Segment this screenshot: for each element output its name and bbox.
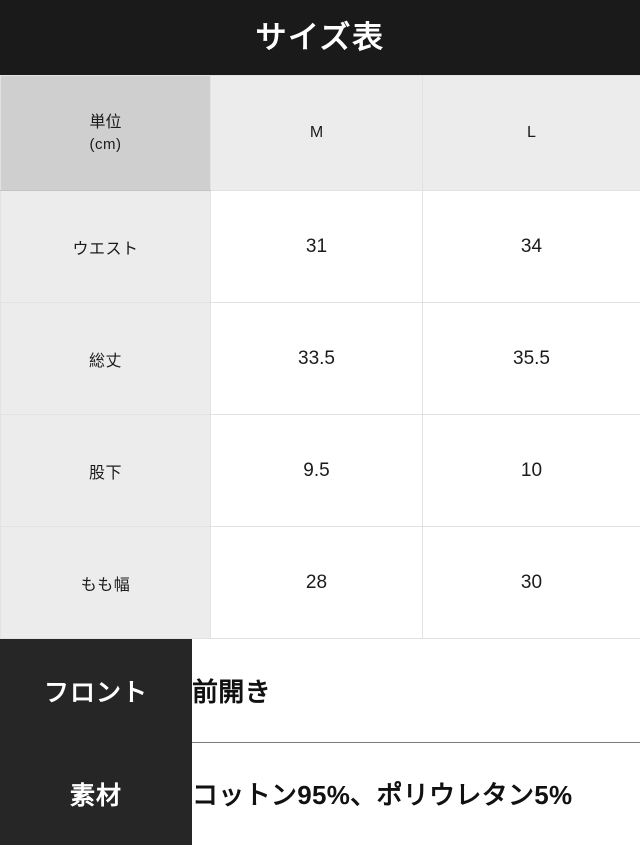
cell-total-length-l: 35.5: [422, 302, 640, 415]
size-measurement-table: 単位 (cm) M L ウエスト 31 34 総丈 33.5 35.5 股下 9…: [0, 75, 640, 639]
cell-thigh-width-l: 30: [422, 526, 640, 639]
spec-row-material: 素材 コットン95%、ポリウレタン5%: [0, 741, 640, 845]
product-spec-table: フロント 前開き 素材 コットン95%、ポリウレタン5%: [0, 639, 640, 845]
row-label-total-length: 総丈: [0, 302, 211, 415]
cell-inseam-l: 10: [422, 414, 640, 527]
cell-thigh-width-m: 28: [210, 526, 423, 639]
cell-total-length-m: 33.5: [210, 302, 423, 415]
cell-waist-l: 34: [422, 190, 640, 303]
table-row: もも幅 28 30: [0, 526, 640, 639]
spec-label-front: フロント: [0, 639, 192, 742]
column-header-size-l: L: [422, 75, 640, 191]
unit-label-secondary: (cm): [89, 135, 122, 153]
unit-label-primary: 単位: [89, 113, 122, 131]
spec-label-material: 素材: [0, 742, 192, 845]
table-row: 股下 9.5 10: [0, 414, 640, 527]
spec-table-body: フロント 前開き 素材 コットン95%、ポリウレタン5%: [0, 639, 640, 845]
row-label-thigh-width: もも幅: [0, 526, 211, 639]
column-header-unit: 単位 (cm): [0, 75, 211, 191]
page-title: サイズ表: [255, 20, 385, 55]
column-header-size-m: M: [210, 75, 423, 191]
cell-inseam-m: 9.5: [210, 414, 423, 527]
row-label-inseam: 股下: [0, 414, 211, 527]
table-header-row: 単位 (cm) M L: [0, 75, 640, 191]
cell-waist-m: 31: [210, 190, 423, 303]
size-table-body: ウエスト 31 34 総丈 33.5 35.5 股下 9.5 10 もも幅 28…: [0, 190, 640, 639]
spec-value-material: コットン95%、ポリウレタン5%: [192, 741, 640, 845]
table-row: ウエスト 31 34: [0, 190, 640, 303]
spec-value-front: 前開き: [192, 639, 640, 742]
table-row: 総丈 33.5 35.5: [0, 302, 640, 415]
row-label-waist: ウエスト: [0, 190, 211, 303]
page-title-bar: サイズ表: [0, 0, 640, 75]
spec-row-front: フロント 前開き: [0, 639, 640, 742]
size-table-header: 単位 (cm) M L: [0, 75, 640, 191]
